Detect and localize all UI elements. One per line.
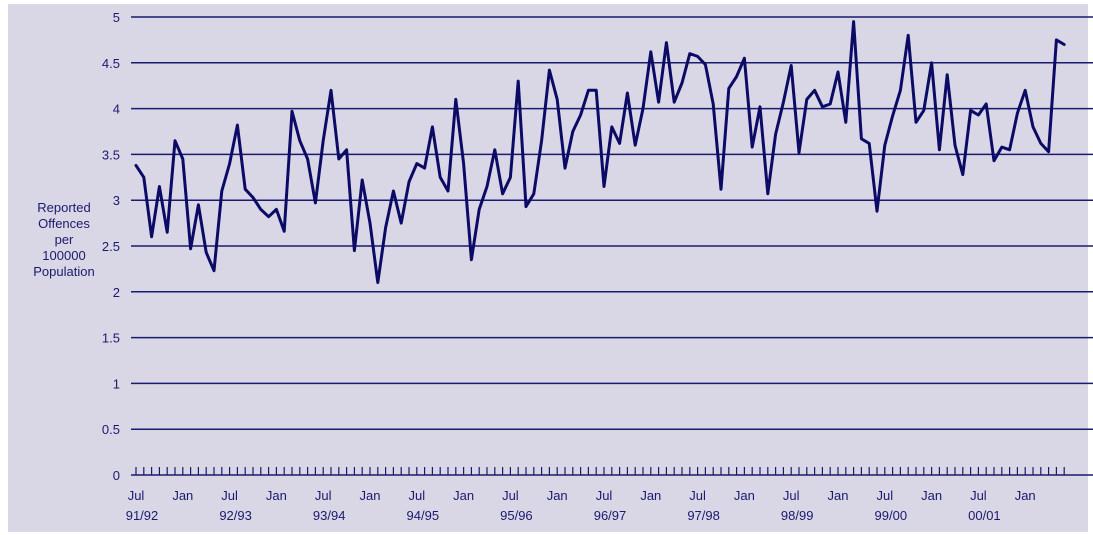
y-axis-label-line: 100000 — [42, 248, 85, 263]
y-tick-label: 0 — [113, 468, 120, 483]
x-tick-label-month: Jul — [502, 488, 519, 503]
grid-lines — [131, 16, 1093, 430]
series-line — [134, 20, 1066, 285]
y-tick-label: 3.5 — [102, 147, 120, 162]
x-tick-label-year: 97/98 — [687, 508, 720, 523]
y-tick-label: 1.5 — [102, 331, 120, 346]
x-tick-label-year: 99/00 — [875, 508, 908, 523]
y-tick-label: 5 — [113, 10, 120, 25]
x-tick-label-month: Jul — [783, 488, 800, 503]
x-tick-label-month: Jan — [1015, 488, 1036, 503]
x-tick-label-month: Jul — [596, 488, 613, 503]
x-tick-label-year: 98/99 — [781, 508, 814, 523]
x-tick-label-month: Jul — [128, 488, 145, 503]
x-tick-label-month: Jul — [315, 488, 332, 503]
y-tick-label: 3 — [113, 193, 120, 208]
y-tick-label: 2.5 — [102, 239, 120, 254]
x-tick-label-year: 93/94 — [313, 508, 346, 523]
x-tick-labels: Jul Jan Jul Jan Jul Jan Jul Jan Jul Jan Jul Jan Jul J… — [126, 488, 1036, 523]
x-tick-label-month: Jul — [876, 488, 893, 503]
y-tick-labels: 0 0.5 1 1.5 2 2.5 3 3.5 4 4.5 5 — [102, 10, 120, 483]
x-tick-label-year: 94/95 — [407, 508, 440, 523]
y-tick-label: 1 — [113, 376, 120, 391]
x-tick-label-year: 00/01 — [968, 508, 1001, 523]
x-tick-label-month: Jan — [640, 488, 661, 503]
y-axis-label-line: Reported — [37, 200, 90, 215]
y-axis-label-line: Offences — [38, 216, 90, 231]
y-tick-label: 2 — [113, 285, 120, 300]
x-tick-label-year: 96/97 — [594, 508, 627, 523]
x-tick-label-month: Jan — [266, 488, 287, 503]
x-tick-label-month: Jan — [734, 488, 755, 503]
x-tick-label-year: 92/93 — [219, 508, 252, 523]
x-tick-label-month: Jan — [360, 488, 381, 503]
y-tick-label: 4 — [113, 102, 120, 117]
x-tick-label-year: 95/96 — [500, 508, 533, 523]
x-tick-label-year: 91/92 — [126, 508, 159, 523]
x-tick-label-month: Jul — [408, 488, 425, 503]
x-tick-label-month: Jan — [453, 488, 474, 503]
x-tick-label-month: Jan — [547, 488, 568, 503]
x-tick-label-month: Jan — [172, 488, 193, 503]
y-axis-label: Reported Offences per 100000 Population — [33, 200, 94, 279]
y-tick-label: 0.5 — [102, 422, 120, 437]
y-tick-label: 4.5 — [102, 56, 120, 71]
x-tick-label-month: Jul — [221, 488, 238, 503]
x-tick-label-month: Jan — [828, 488, 849, 503]
y-axis-label-line: Population — [33, 264, 94, 279]
x-tick-label-month: Jan — [921, 488, 942, 503]
y-axis-label-line: per — [55, 232, 74, 247]
x-tick-label-month: Jul — [689, 488, 706, 503]
x-tick-label-month: Jul — [970, 488, 987, 503]
x-axis — [131, 467, 1093, 476]
